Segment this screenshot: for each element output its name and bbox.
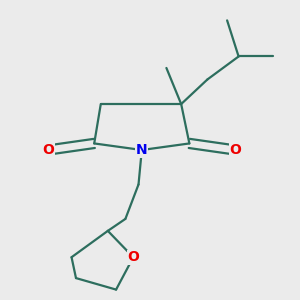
- Text: O: O: [230, 143, 241, 157]
- Text: O: O: [42, 143, 54, 157]
- Text: O: O: [128, 250, 139, 264]
- Text: N: N: [136, 143, 148, 157]
